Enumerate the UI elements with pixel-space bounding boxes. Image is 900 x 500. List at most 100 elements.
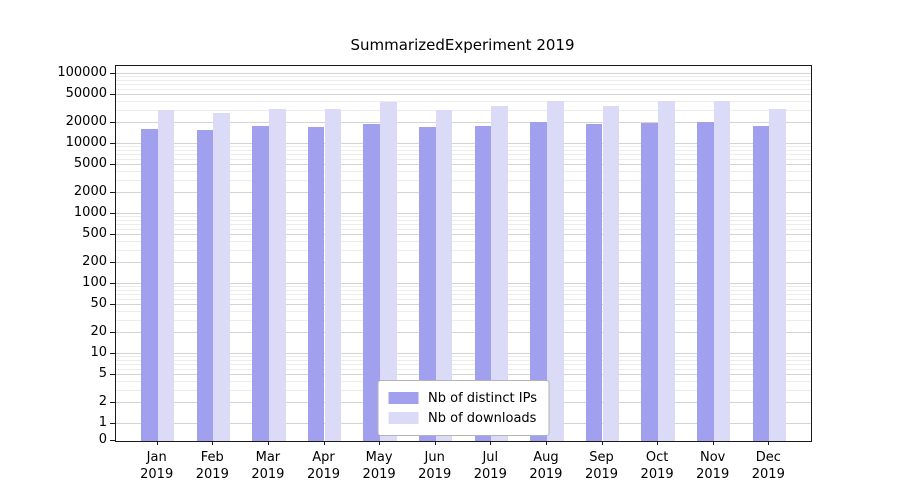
minor-gridline: [116, 100, 811, 102]
x-axis-tick-mark: [156, 441, 158, 445]
x-axis-tick-mark: [768, 441, 770, 445]
bar-nb-of-distinct-ips: [697, 122, 714, 441]
minor-gridline: [116, 109, 811, 111]
minor-gridline: [116, 228, 811, 230]
x-axis-tick-mark: [657, 441, 659, 445]
x-axis-tick-label: Sep 2019: [584, 450, 619, 482]
minor-gridline: [116, 76, 811, 78]
major-gridline: [116, 73, 811, 74]
x-axis-tick-label: Feb 2019: [195, 450, 229, 482]
y-axis-tick-label: 500: [82, 226, 107, 242]
bar-nb-of-distinct-ips: [752, 126, 770, 441]
chart-title: SummarizedExperiment 2019: [350, 36, 575, 54]
bar-nb-of-distinct-ips: [474, 126, 492, 441]
major-gridline: [116, 164, 811, 166]
y-axis-tick-label: 2000: [73, 183, 107, 199]
bar-nb-of-downloads: [491, 106, 508, 441]
minor-gridline: [116, 359, 811, 361]
major-gridline: [116, 353, 811, 354]
x-axis-tick-label: Nov 2019: [696, 450, 730, 482]
bar-nb-of-downloads: [769, 108, 786, 441]
x-axis-tick-label: Jun 2019: [418, 450, 452, 482]
bar-nb-of-distinct-ips: [585, 123, 603, 441]
y-axis-tick-label: 50: [90, 296, 107, 312]
x-axis-tick-mark: [267, 441, 269, 445]
major-gridline: [116, 121, 811, 123]
minor-gridline: [116, 286, 811, 288]
x-axis-tick-mark: [434, 441, 436, 445]
x-axis-tick-label: Aug 2019: [529, 450, 563, 482]
major-gridline: [116, 283, 811, 284]
bar-nb-of-distinct-ips: [252, 126, 269, 441]
bar-nb-of-downloads: [658, 101, 675, 441]
x-axis-tick-label: Jul 2019: [473, 450, 507, 482]
y-axis-tick-label: 20: [90, 323, 107, 339]
y-axis-tick-mark: [110, 94, 115, 96]
y-axis-tick-mark: [110, 304, 115, 306]
minor-gridline: [116, 179, 811, 181]
minor-gridline: [116, 249, 811, 251]
x-axis-tick-mark: [712, 441, 714, 445]
x-axis-tick-mark: [490, 441, 492, 445]
x-axis-tick-label: May 2019: [362, 450, 396, 482]
minor-gridline: [116, 153, 811, 155]
y-axis-tick-mark: [110, 401, 115, 403]
bar-nb-of-distinct-ips: [307, 127, 325, 441]
y-axis-tick-mark: [110, 121, 115, 123]
y-axis-tick-label: 1: [98, 415, 107, 430]
y-axis-tick-mark: [110, 234, 115, 236]
minor-gridline: [116, 149, 811, 151]
y-axis-tick-label: 10000: [65, 135, 107, 150]
minor-gridline: [116, 289, 811, 291]
y-axis-tick-mark: [110, 331, 115, 333]
y-axis-tick-label: 5000: [73, 156, 107, 172]
y-axis-tick-label: 1000: [73, 205, 107, 220]
minor-gridline: [116, 368, 811, 370]
y-axis-tick-mark: [110, 440, 115, 441]
major-gridline: [116, 374, 811, 376]
major-gridline: [116, 234, 811, 236]
y-axis-tick-label: 20000: [65, 113, 107, 129]
y-axis-tick-mark: [110, 261, 115, 263]
x-axis-tick-mark: [601, 441, 603, 445]
x-axis-tick-label: Apr 2019: [306, 450, 341, 482]
minor-gridline: [116, 146, 811, 148]
bar-nb-of-downloads: [268, 108, 286, 441]
bar-nb-of-downloads: [602, 105, 620, 441]
bar-nb-of-distinct-ips: [530, 122, 547, 441]
bar-nb-of-distinct-ips: [196, 129, 214, 441]
bar-nb-of-downloads: [380, 101, 397, 441]
major-gridline: [116, 143, 811, 144]
minor-gridline: [116, 293, 811, 295]
bar-nb-of-distinct-ips: [641, 123, 659, 441]
minor-gridline: [116, 298, 811, 300]
minor-gridline: [116, 79, 811, 81]
y-axis-tick-label: 2: [98, 393, 107, 409]
x-axis-tick-label: Jan 2019: [140, 450, 174, 482]
bar-nb-of-downloads: [546, 101, 564, 441]
bar-nb-of-downloads: [435, 109, 453, 441]
y-axis-tick-mark: [110, 213, 115, 214]
legend-swatch-distinct-ips: [388, 392, 419, 404]
major-gridline: [116, 94, 811, 96]
minor-gridline: [116, 356, 811, 358]
y-axis-tick-mark: [110, 283, 115, 284]
x-axis-tick-mark: [545, 441, 547, 445]
legend: Nb of distinct IPs Nb of downloads: [377, 380, 550, 436]
minor-gridline: [116, 83, 811, 85]
bar-nb-of-distinct-ips: [419, 126, 436, 441]
bar-nb-of-distinct-ips: [363, 124, 381, 441]
minor-gridline: [116, 170, 811, 172]
y-axis-tick-mark: [110, 73, 115, 74]
y-axis-tick-label: 100000: [57, 65, 107, 80]
major-gridline: [116, 261, 811, 263]
minor-gridline: [116, 319, 811, 321]
bar-nb-of-downloads: [213, 113, 230, 441]
x-axis-tick-label: Oct 2019: [640, 450, 674, 482]
major-gridline: [116, 331, 811, 333]
x-axis-tick-label: Mar 2019: [251, 450, 285, 482]
legend-item-distinct-ips: Nb of distinct IPs: [388, 388, 537, 408]
major-gridline: [116, 191, 811, 193]
y-axis-tick-mark: [110, 374, 115, 376]
